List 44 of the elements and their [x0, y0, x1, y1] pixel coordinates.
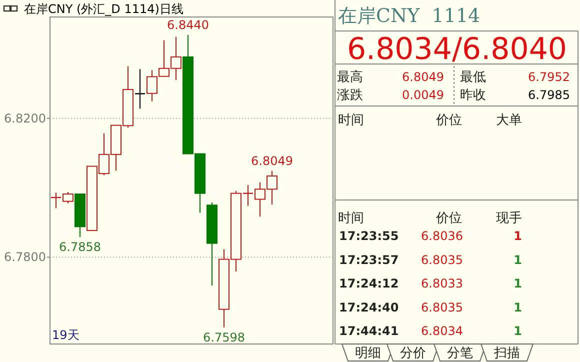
text: 昨收 [460, 88, 486, 103]
text: 现手 [496, 211, 522, 226]
annotation: 19天 [52, 328, 80, 342]
text: 6.7985 [528, 88, 570, 102]
text: 6.8034 [421, 324, 463, 338]
text: 时间 [338, 211, 364, 226]
text: 6.8036 [421, 229, 463, 243]
text: 大单 [496, 113, 522, 128]
text: 6.8033 [421, 276, 463, 291]
text: 17:23:57 [339, 252, 399, 267]
text: 6.8035 [421, 300, 463, 314]
text: 最高 [337, 69, 363, 85]
text: 1 [514, 300, 522, 314]
text: 在岸CNY 1114 [338, 5, 480, 27]
y-tick-label: 6.7800 [4, 250, 46, 264]
text: 6.8049 [402, 70, 444, 84]
text: 涨跌 [337, 88, 363, 103]
text: 时间 [338, 113, 364, 128]
text: 0.0049 [402, 88, 444, 102]
annotation: 6.8049 [251, 154, 293, 168]
text: 6.8035 [421, 252, 463, 267]
chart-title: 在岸CNY (外汇_D 1114)日线 [24, 2, 184, 16]
text: 1 [514, 252, 522, 267]
annotation: 6.8440 [167, 18, 209, 32]
text: 1 [514, 276, 522, 291]
text: 扫描 [493, 346, 520, 361]
text: 最低 [460, 70, 486, 85]
text: 17:24:40 [339, 300, 399, 314]
text: 价位 [435, 113, 462, 128]
text: 明细 [355, 346, 381, 361]
text: 价位 [435, 211, 462, 226]
y-tick-label: 6.8200 [4, 111, 46, 126]
annotation: 6.7858 [59, 240, 101, 254]
text: 6.7952 [528, 70, 570, 84]
text: 1 [514, 324, 522, 338]
text: 1 [514, 229, 522, 243]
text: 分价 [400, 346, 426, 361]
text: 6.8034/6.8040 [346, 32, 568, 67]
annotation: 6.7598 [203, 330, 245, 344]
text: 17:23:55 [339, 229, 399, 243]
text: 17:24:12 [339, 276, 399, 291]
text: 分笔 [447, 346, 473, 361]
candlestick [135, 68, 145, 110]
text: 17:44:41 [339, 324, 399, 338]
